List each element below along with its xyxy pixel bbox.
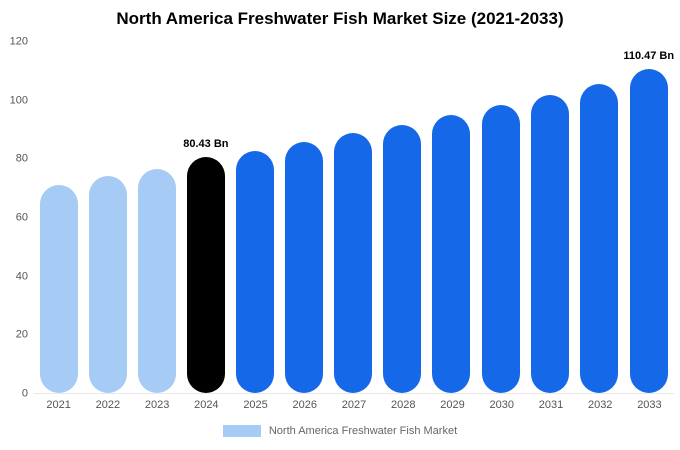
bar-2032 <box>579 83 618 393</box>
y-tick-label: 100 <box>9 94 28 107</box>
x-axis: 2021 2022 2023 2024 2025 2026 2027 2028 2029 2030… <box>34 399 674 411</box>
x-tick-label: 2024 <box>194 399 219 411</box>
bar-column <box>34 42 83 393</box>
bar-2029 <box>432 114 471 393</box>
y-axis: 0 20 40 60 80 100 120 <box>0 36 30 399</box>
x-tick-label: 2023 <box>144 399 170 411</box>
bar-column <box>476 42 525 393</box>
bar-column <box>525 42 574 393</box>
bar-2033 <box>629 68 668 393</box>
bar-column <box>230 42 279 393</box>
x-tick-label: 2028 <box>391 399 416 411</box>
bar-column <box>329 42 378 393</box>
bar-column <box>574 42 623 393</box>
bar-2027 <box>334 133 373 393</box>
bar-2030 <box>481 104 520 393</box>
bar-column <box>280 42 329 393</box>
legend-label: North America Freshwater Fish Market <box>268 425 458 437</box>
y-tick-label: 60 <box>15 211 28 224</box>
bar-value-label: 80.43 Bn <box>183 138 229 151</box>
x-tick-label: 2027 <box>341 399 367 411</box>
bar-column <box>132 42 181 393</box>
legend: North America Freshwater Fish Market <box>0 425 680 437</box>
bar-2021 <box>39 184 78 393</box>
plot-area: 80.43 Bn 110.47 Bn <box>34 42 674 394</box>
x-tick-label: 2029 <box>440 399 465 411</box>
y-tick-label: 80 <box>15 152 28 165</box>
legend-swatch <box>222 425 261 437</box>
x-tick-label: 2026 <box>292 399 318 411</box>
bar-2028 <box>383 124 422 393</box>
bar-column: 80.43 Bn <box>181 42 230 393</box>
y-tick-label: 0 <box>21 387 28 400</box>
bar-2026 <box>285 142 324 393</box>
x-tick-label: 2025 <box>243 399 268 411</box>
x-tick-label: 2022 <box>95 399 121 411</box>
x-tick-label: 2031 <box>538 399 564 411</box>
bar-column <box>427 42 476 393</box>
bar-column <box>378 42 427 393</box>
bar-2031 <box>530 94 569 393</box>
x-tick-label: 2032 <box>587 399 613 411</box>
bar-2025 <box>235 151 274 393</box>
y-tick-label: 120 <box>9 35 28 48</box>
bar-2022 <box>88 175 127 393</box>
bar-2023 <box>137 168 176 393</box>
chart-title: North America Freshwater Fish Market Siz… <box>116 9 564 28</box>
y-tick-label: 40 <box>15 270 28 283</box>
bar-column: 110.47 Bn <box>623 42 674 393</box>
x-tick-label: 2033 <box>637 399 662 411</box>
bar-2024 <box>186 157 225 393</box>
bar-column <box>83 42 132 393</box>
bar-value-label: 110.47 Bn <box>623 49 675 62</box>
x-tick-label: 2030 <box>489 399 514 411</box>
x-tick-label: 2021 <box>46 399 71 411</box>
y-tick-label: 20 <box>15 328 28 341</box>
